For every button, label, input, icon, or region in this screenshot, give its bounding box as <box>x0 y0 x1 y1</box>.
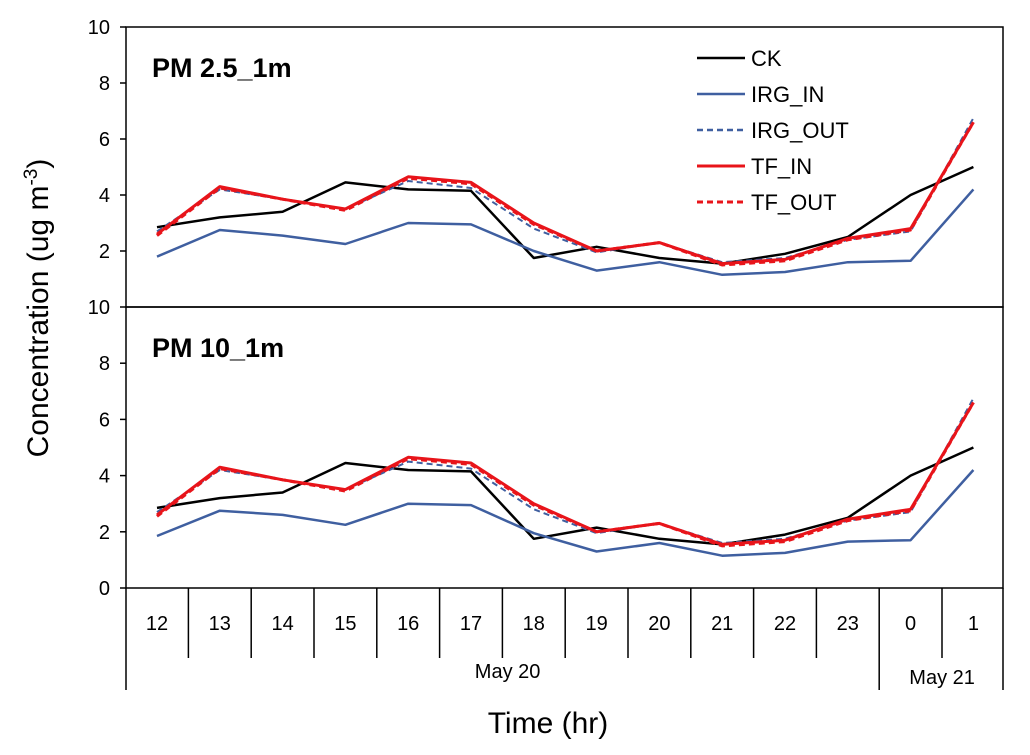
legend-label: CK <box>751 46 782 71</box>
series-line-tf-in <box>156 401 975 546</box>
y-tick-label: 8 <box>99 353 110 375</box>
y-tick-label: 2 <box>99 241 110 263</box>
y-tick-label: 4 <box>99 185 110 207</box>
x-tick-label: 12 <box>146 613 168 635</box>
x-tick-label: 18 <box>523 613 545 635</box>
y-tick-label: 2 <box>99 522 110 544</box>
x-tick-label: 0 <box>905 613 916 635</box>
legend-label: IRG_OUT <box>751 118 849 143</box>
panel-2: 0 2 4 6 8 10 PM 10_1m <box>88 297 975 600</box>
y-axis-title: Concentration (ug m-3) <box>21 159 55 458</box>
y-tick-label: 4 <box>99 466 110 488</box>
y-tick-label: 8 <box>99 73 110 95</box>
legend: CK IRG_IN IRG_OUT TF_IN TF_OUT <box>697 46 849 215</box>
x-tick-label: 15 <box>334 613 356 635</box>
x-group-label: May 20 <box>475 661 541 683</box>
y-axis-title-end: ) <box>22 159 55 169</box>
y-axis-title-sup: -3 <box>21 169 42 186</box>
y-axis-title-main: Concentration (ug m <box>22 186 55 458</box>
x-axis: 12 13 14 15 16 17 18 19 20 21 22 23 0 1 May 20 May 21 <box>125 588 1004 690</box>
series-line-tf-in <box>156 121 975 266</box>
x-axis-title: Time (hr) <box>488 707 609 740</box>
x-group-label: May 21 <box>909 667 975 689</box>
series-line-ck <box>156 446 974 546</box>
panel-1: 2 4 6 8 10 PM 2.5_1m <box>88 17 975 277</box>
x-tick-label: 22 <box>774 613 796 635</box>
x-tick-label: 1 <box>968 613 979 635</box>
y-tick-label: 6 <box>99 129 110 151</box>
x-tick-label: 19 <box>585 613 607 635</box>
panel-title: PM 2.5_1m <box>152 53 292 83</box>
x-tick-label: 13 <box>209 613 231 635</box>
legend-label: TF_OUT <box>751 190 837 215</box>
series-line-ck <box>156 165 974 265</box>
series-line-tf-out <box>156 121 975 267</box>
series-line-irg-in <box>156 188 975 277</box>
y-tick-label: 10 <box>88 17 110 39</box>
x-tick-label: 17 <box>460 613 482 635</box>
y-tick-label: 6 <box>99 409 110 431</box>
x-tick-label: 16 <box>397 613 419 635</box>
y-tick-label: 10 <box>88 297 110 319</box>
x-tick-label: 21 <box>711 613 733 635</box>
panels: 2 4 6 8 10 PM 2.5_1m 0 2 4 6 8 10 PM 10_1m <box>88 17 975 600</box>
legend-label: TF_IN <box>751 154 812 179</box>
x-tick-label: 20 <box>648 613 670 635</box>
y-tick-label: 0 <box>99 578 110 600</box>
series-line-irg-in <box>156 469 975 557</box>
legend-label: IRG_IN <box>751 82 824 107</box>
x-tick-label: 14 <box>271 613 293 635</box>
x-tick-label: 23 <box>837 613 859 635</box>
panel-title: PM 10_1m <box>152 333 284 363</box>
series-line-tf-out <box>156 401 975 548</box>
